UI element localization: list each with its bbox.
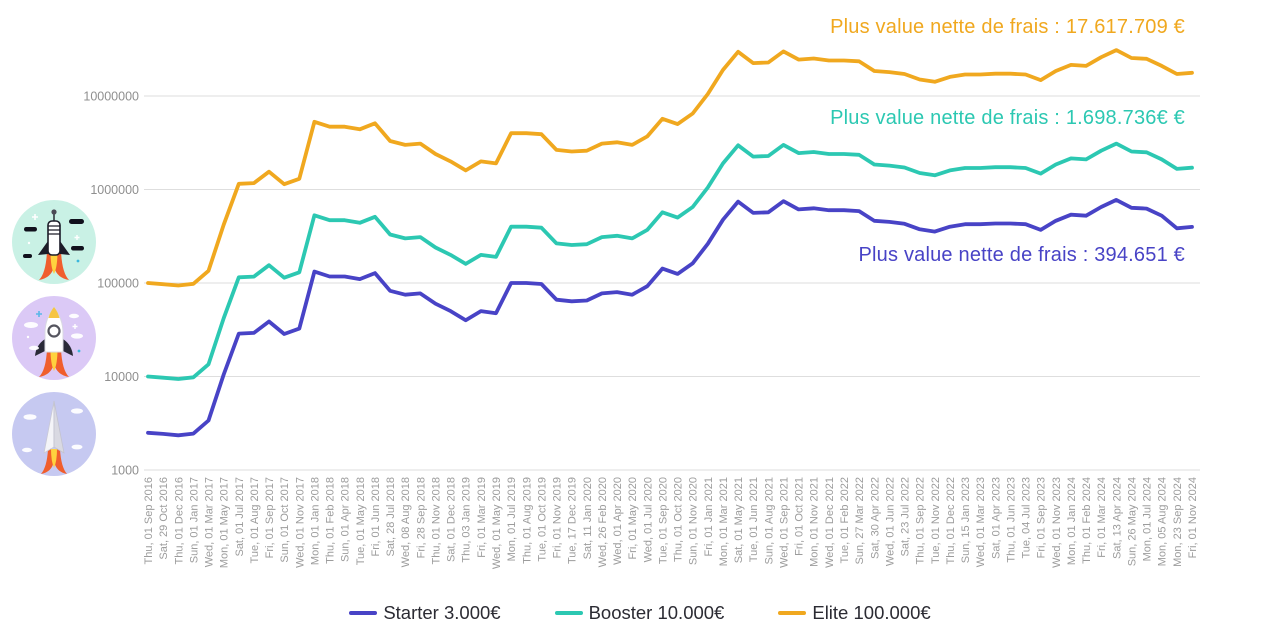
legend-item-booster[interactable]: Booster 10.000€ bbox=[554, 602, 725, 624]
legend: Starter 3.000€ Booster 10.000€ Elite 100… bbox=[0, 594, 1280, 632]
x-tick-label: Sat, 01 Apr 2023 bbox=[990, 477, 1002, 559]
x-tick-label: Sun, 27 Mar 2022 bbox=[854, 477, 866, 564]
x-tick-label: Fri, 01 Mar 2019 bbox=[476, 477, 488, 558]
x-tick-label: Sat, 13 Apr 2024 bbox=[1111, 477, 1123, 559]
x-tick-label: Sun, 26 May 2024 bbox=[1127, 477, 1139, 566]
x-tick-label: Tue, 01 Sep 2020 bbox=[657, 477, 669, 564]
x-tick-label: Sun, 01 Oct 2017 bbox=[279, 477, 291, 563]
x-tick-label: Fri, 01 Oct 2021 bbox=[794, 477, 806, 556]
x-tick-label: Mon, 01 Jul 2019 bbox=[506, 477, 518, 561]
x-tick-label: Thu, 01 Oct 2020 bbox=[673, 477, 685, 562]
x-tick-label: Tue, 01 Aug 2017 bbox=[249, 477, 261, 563]
elite-line-swatch bbox=[778, 611, 807, 615]
x-tick-label: Wed, 01 Jun 2022 bbox=[884, 477, 896, 566]
x-tick-label: Thu, 01 Sep 2016 bbox=[143, 477, 155, 564]
x-tick-label: Mon, 01 Nov 2021 bbox=[809, 477, 821, 567]
x-tick-label: Sat, 23 Jul 2022 bbox=[900, 477, 912, 557]
x-tick-label: Tue, 04 Jul 2023 bbox=[1021, 477, 1033, 559]
x-tick-label: Thu, 01 Jun 2023 bbox=[1005, 477, 1017, 563]
x-tick-label: Mon, 01 Mar 2021 bbox=[718, 477, 730, 566]
x-tick-label: Wed, 01 Sep 2021 bbox=[779, 477, 791, 568]
x-tick-label: Tue, 17 Dec 2019 bbox=[567, 477, 579, 564]
x-tick-label: Fri, 01 Nov 2024 bbox=[1187, 477, 1199, 558]
x-tick-label: Wed, 01 May 2019 bbox=[491, 477, 503, 569]
x-tick-label: Fri, 01 May 2020 bbox=[627, 477, 639, 560]
x-tick-label: Fri, 01 Jan 2021 bbox=[703, 477, 715, 557]
x-tick-label: Sun, 15 Jan 2023 bbox=[960, 477, 972, 563]
x-tick-label: Sun, 01 Aug 2021 bbox=[763, 477, 775, 564]
x-tick-label: Wed, 01 Mar 2017 bbox=[204, 477, 216, 567]
legend-item-starter[interactable]: Starter 3.000€ bbox=[349, 602, 501, 624]
y-tick-label: 10000 bbox=[104, 370, 139, 384]
x-tick-label: Thu, 01 Sep 2022 bbox=[915, 477, 927, 564]
striped-rocket-icon bbox=[12, 200, 96, 284]
classic-rocket-icon bbox=[12, 296, 96, 380]
starter-line-swatch bbox=[349, 611, 378, 615]
annotation-booster-plus-value: Plus value nette de frais : 1.698.736€ € bbox=[830, 107, 1185, 129]
x-tick-label: Thu, 01 Dec 2022 bbox=[945, 477, 957, 564]
x-tick-label: Sun, 01 Nov 2020 bbox=[688, 477, 700, 565]
x-tick-label: Thu, 01 Dec 2016 bbox=[173, 477, 185, 564]
y-tick-label: 100000 bbox=[97, 277, 139, 291]
legend-label-booster: Booster 10.000€ bbox=[588, 602, 725, 623]
x-tick-label: Tue, 01 Feb 2022 bbox=[839, 477, 851, 563]
x-tick-label: Wed, 01 Nov 2023 bbox=[1051, 477, 1063, 568]
x-tick-label: Fri, 01 Sep 2017 bbox=[264, 477, 276, 558]
series-line-starter bbox=[146, 197, 1194, 438]
x-tick-label: Mon, 01 Jan 2018 bbox=[309, 477, 321, 565]
x-tick-label: Wed, 01 Nov 2017 bbox=[294, 477, 306, 568]
x-tick-label: Tue, 01 May 2018 bbox=[355, 477, 367, 565]
y-tick-label: 1000 bbox=[111, 464, 139, 478]
x-tick-label: Wed, 26 Feb 2020 bbox=[597, 477, 609, 567]
series-line-booster bbox=[146, 141, 1194, 381]
x-tick-label: Fri, 28 Sep 2018 bbox=[415, 477, 427, 558]
x-tick-label: Thu, 03 Jan 2019 bbox=[461, 477, 473, 563]
x-tick-label: Wed, 01 Dec 2021 bbox=[824, 477, 836, 568]
x-tick-label: Wed, 08 Aug 2018 bbox=[400, 477, 412, 567]
x-tick-label: Mon, 01 Jan 2024 bbox=[1066, 477, 1078, 565]
x-tick-label: Sun, 01 Apr 2018 bbox=[340, 477, 352, 562]
x-tick-label: Mon, 01 May 2017 bbox=[219, 477, 231, 568]
x-tick-label: Wed, 01 Mar 2023 bbox=[975, 477, 987, 567]
x-tick-label: Sat, 01 May 2021 bbox=[733, 477, 745, 563]
annotation-elite-plus-value: Plus value nette de frais : 17.617.709 € bbox=[830, 16, 1185, 38]
x-tick-label: Sat, 11 Jan 2020 bbox=[582, 477, 594, 559]
x-tick-label: Wed, 01 Apr 2020 bbox=[612, 477, 624, 565]
legend-item-elite[interactable]: Elite 100.000€ bbox=[778, 602, 931, 624]
legend-label-starter: Starter 3.000€ bbox=[383, 602, 501, 623]
x-tick-label: Sun, 01 Jan 2017 bbox=[188, 477, 200, 563]
x-tick-label: Sat, 28 Jul 2018 bbox=[385, 477, 397, 557]
x-tick-label: Thu, 01 Feb 2024 bbox=[1081, 477, 1093, 564]
legend-label-elite: Elite 100.000€ bbox=[812, 602, 931, 623]
series-line-elite bbox=[146, 48, 1194, 288]
x-tick-label: Sat, 01 Jul 2017 bbox=[234, 477, 246, 557]
annotation-starter-plus-value: Plus value nette de frais : 394.651 € bbox=[858, 244, 1185, 266]
x-tick-label: Sat, 01 Dec 2018 bbox=[446, 477, 458, 562]
x-tick-label: Fri, 01 Mar 2024 bbox=[1096, 477, 1108, 558]
x-tick-label: Tue, 01 Nov 2022 bbox=[930, 477, 942, 564]
x-tick-label: Mon, 01 Jul 2024 bbox=[1142, 477, 1154, 561]
x-tick-label: Fri, 01 Nov 2019 bbox=[552, 477, 564, 558]
x-tick-label: Thu, 01 Nov 2018 bbox=[431, 477, 443, 564]
booster-line-swatch bbox=[554, 611, 583, 615]
x-tick-label: Tue, 01 Oct 2019 bbox=[536, 477, 548, 562]
x-tick-label: Thu, 01 Aug 2019 bbox=[521, 477, 533, 564]
x-tick-label: Tue, 01 Jun 2021 bbox=[748, 477, 760, 562]
x-tick-label: Mon, 05 Aug 2024 bbox=[1157, 477, 1169, 566]
x-tick-label: Sat, 29 Oct 2016 bbox=[158, 477, 170, 560]
dart-rocket-icon bbox=[12, 392, 96, 476]
y-tick-label: 1000000 bbox=[90, 183, 139, 197]
x-tick-label: Mon, 23 Sep 2024 bbox=[1172, 477, 1184, 567]
x-tick-label: Wed, 01 Jul 2020 bbox=[642, 477, 654, 562]
x-tick-label: Thu, 01 Feb 2018 bbox=[325, 477, 337, 564]
x-tick-label: Fri, 01 Sep 2023 bbox=[1036, 477, 1048, 558]
x-tick-label: Fri, 01 Jun 2018 bbox=[370, 477, 382, 557]
x-tick-label: Sat, 30 Apr 2022 bbox=[869, 477, 881, 559]
plan-icons-column bbox=[11, 199, 97, 477]
y-tick-label: 10000000 bbox=[83, 90, 139, 104]
